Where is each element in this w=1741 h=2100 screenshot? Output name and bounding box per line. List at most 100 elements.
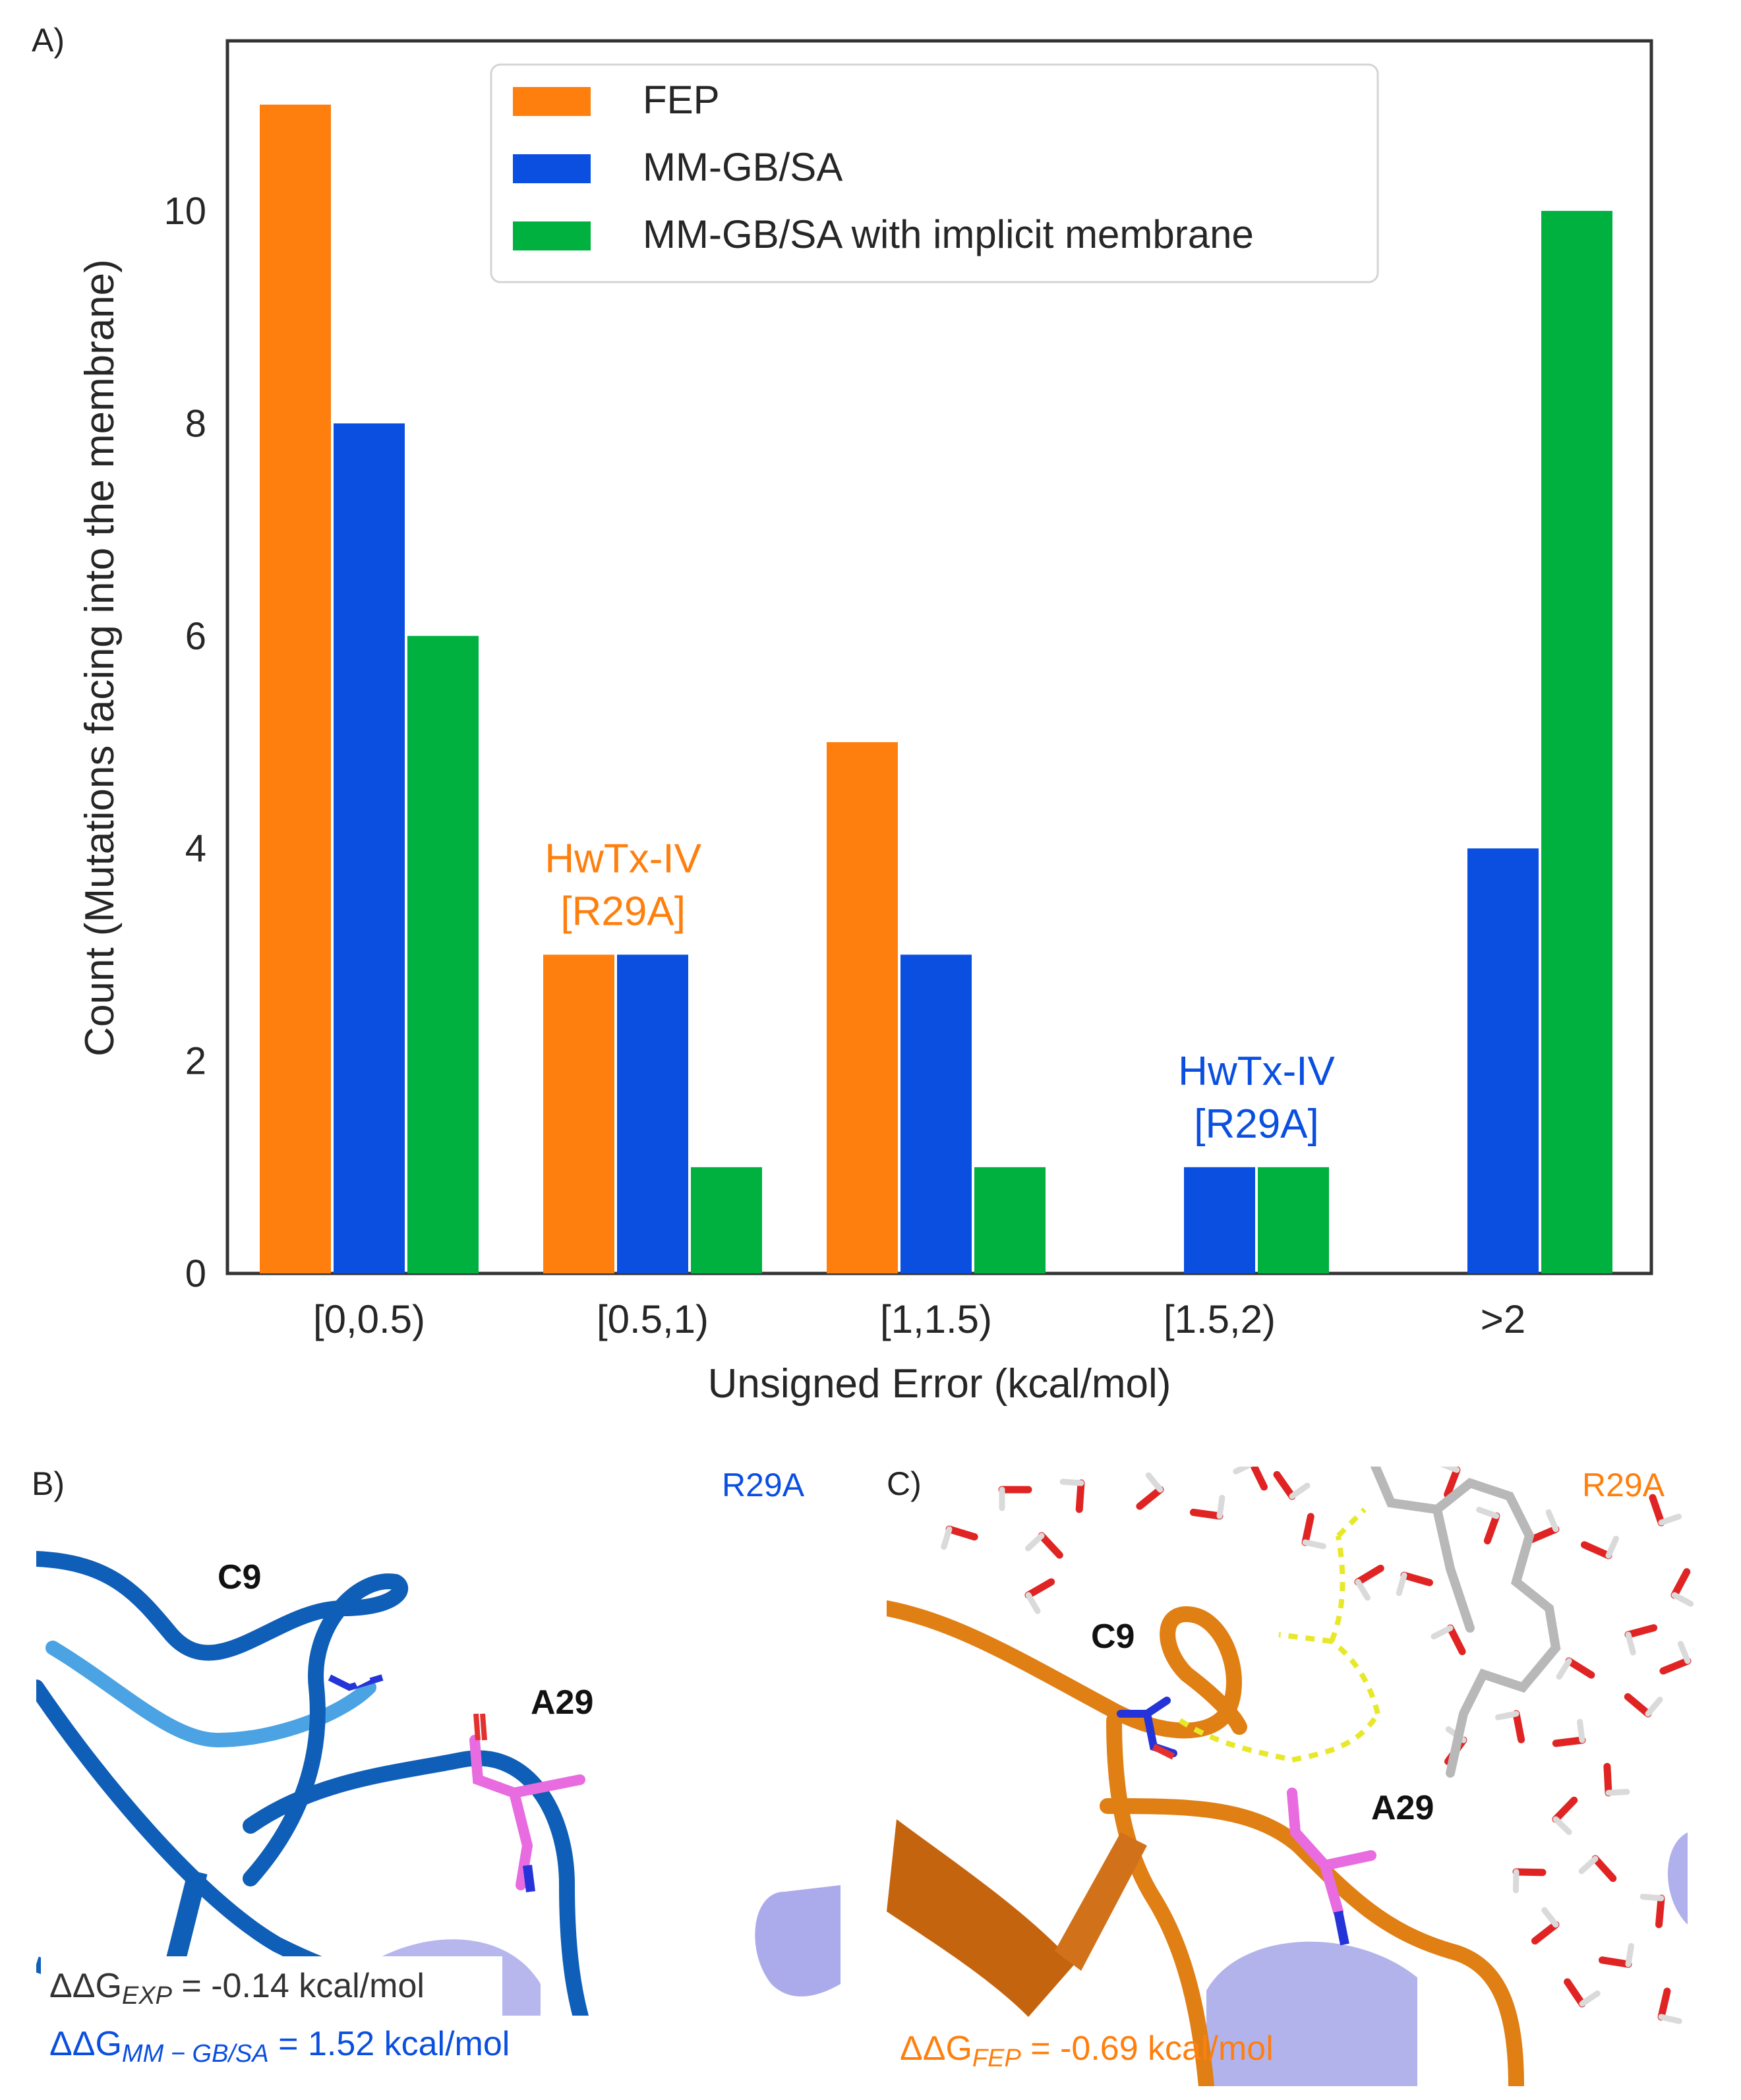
water-oxygen <box>1649 1494 1665 1527</box>
panel-b-label: B) <box>32 1465 65 1502</box>
water-hydrogen <box>1302 1539 1326 1550</box>
water-hydrogen <box>1025 1532 1045 1552</box>
hydrogen-bonds <box>1178 1507 1380 1763</box>
dg-fep-text: ΔΔGFEP = -0.69 kcal/mol <box>900 2029 1274 2072</box>
panel-c-structure: C) R29A C9 A29 ΔΔ <box>887 1465 1694 2086</box>
water-hydrogen <box>1059 1478 1084 1486</box>
water-oxygen <box>1591 1855 1617 1882</box>
bar-mm-gb-sa-with-implicit-membrane-3 <box>1258 1167 1329 1273</box>
water-oxygen <box>1038 1532 1063 1559</box>
bar-mm-gb-sa-1 <box>617 954 688 1273</box>
water-oxygen <box>1136 1486 1164 1510</box>
helix-shape <box>1668 1832 1688 1925</box>
water-oxygen <box>1659 1657 1692 1675</box>
water-hydrogen <box>1396 1572 1407 1596</box>
water-hydrogen <box>1639 1894 1665 1902</box>
legend-box <box>490 63 1379 283</box>
water-hydrogen <box>1645 1697 1663 1717</box>
water-hydrogen <box>1476 1506 1500 1519</box>
water-oxygen <box>1598 1956 1632 1968</box>
water-hydrogen <box>1552 1816 1572 1835</box>
x-tick-label: [0.5,1) <box>597 1297 709 1341</box>
dg-exp-text: ΔΔGEXP = -0.14 kcal/mol <box>49 1967 425 2010</box>
water-oxygen <box>1189 1508 1224 1520</box>
legend-swatch-fep <box>513 87 591 116</box>
water-hydrogen <box>1495 1710 1520 1720</box>
water-hydrogen <box>1658 2014 1682 2024</box>
water-hydrogen <box>1605 1535 1619 1559</box>
bar-fep-1 <box>543 954 614 1273</box>
bar-mm-gb-sa-3 <box>1184 1167 1255 1273</box>
water-oxygen <box>1250 1467 1268 1491</box>
y-tick-label: 2 <box>185 1040 206 1083</box>
water-oxygen <box>945 1525 978 1541</box>
dg-mm-text: ΔΔGMM − GB/SA = 1.52 kcal/mol <box>49 2025 510 2068</box>
helix-shape <box>1206 1941 1417 2086</box>
dg-mm-box <box>41 2016 614 2074</box>
panel-a-label: A) <box>32 22 65 59</box>
bar-mm-gb-sa-with-implicit-membrane-1 <box>691 1167 762 1273</box>
legend: FEP MM-GB/SA MM-GB/SA with implicit memb… <box>490 63 1379 283</box>
water-oxygen <box>1512 1710 1525 1743</box>
water-hydrogen <box>1216 1494 1225 1519</box>
legend-label-implicit: MM-GB/SA with implicit membrane <box>643 212 1254 256</box>
water-oxygen <box>1024 1578 1055 1599</box>
water-oxygen <box>1400 1571 1433 1587</box>
water-hydrogen <box>941 1526 953 1550</box>
bar-mm-gb-sa-with-implicit-membrane-2 <box>974 1167 1046 1273</box>
water-oxygen <box>1301 1513 1314 1546</box>
water-hydrogen <box>1355 1579 1371 1601</box>
water-oxygen <box>1552 1796 1578 1823</box>
bar-fep-2 <box>827 742 898 1273</box>
water-oxygen <box>1075 1479 1085 1513</box>
water-oxygen <box>1565 1657 1595 1679</box>
y-axis-label: Count (Mutations facing into the membran… <box>77 259 123 1057</box>
water-hydrogen <box>1671 1592 1694 1607</box>
water-hydrogen <box>1541 1907 1559 1928</box>
a29-amide <box>1334 1910 1349 1946</box>
legend-swatch-mmgbsa <box>513 154 591 183</box>
water-oxygen <box>1446 1624 1466 1656</box>
water-molecules <box>941 1467 1694 2024</box>
c9-carbonyl <box>1152 1743 1175 1760</box>
water-oxygen <box>1552 1736 1586 1747</box>
water-hydrogen <box>1578 1855 1599 1875</box>
annotation-line-2: [R29A] <box>560 889 686 934</box>
water-hydrogen <box>1605 1789 1630 1796</box>
backbone-strand <box>887 1600 1247 1739</box>
backbone-strand <box>243 1750 595 2037</box>
water-oxygen <box>1603 1763 1612 1797</box>
bar-fep-0 <box>260 104 331 1274</box>
x-axis-label: Unsigned Error (kcal/mol) <box>708 1361 1171 1407</box>
water-oxygen <box>1483 1512 1500 1545</box>
water-hydrogen <box>1579 1990 1601 2007</box>
beta-sheet <box>1055 1832 1147 1971</box>
a29-side-chain <box>469 1735 585 1890</box>
panel-c-title: R29A <box>1582 1467 1665 1503</box>
a29-carbonyl <box>473 1713 487 1741</box>
y-tick-label: 10 <box>163 190 206 233</box>
backbone-strand <box>1106 1712 1214 2086</box>
bar-mm-gb-sa-with-implicit-membrane-0 <box>407 635 479 1273</box>
bar-chart: 0 2 4 6 8 10 [0,0.5) [0.5,1) [1,1.5) [1.5,2) >2 H… <box>77 39 1653 1407</box>
helix-shape <box>755 1885 841 1997</box>
bar-mm-gb-sa-4 <box>1467 848 1539 1273</box>
backbone-strand <box>36 1551 409 1886</box>
water-hydrogen <box>1431 1625 1454 1640</box>
panel-b-residue-c9: C9 <box>218 1558 261 1596</box>
water-hydrogen <box>1625 1631 1636 1656</box>
x-tick-label: >2 <box>1481 1297 1525 1341</box>
water-hydrogen <box>1545 1509 1559 1532</box>
y-tick-label: 6 <box>185 615 206 658</box>
water-oxygen <box>1531 1921 1560 1945</box>
panel-b-title: R29A <box>722 1467 805 1503</box>
panel-c-ribbon-render <box>887 1467 1694 2086</box>
x-tick-label: [1.5,2) <box>1164 1297 1276 1341</box>
water-oxygen <box>1580 1541 1612 1560</box>
water-oxygen <box>1624 1693 1652 1718</box>
water-hydrogen <box>1678 1641 1691 1664</box>
dg-exp-box <box>41 1956 502 2016</box>
water-hydrogen <box>1577 1718 1585 1743</box>
bar-annotations: HwTx-IV [R29A] HwTx-IV [R29A] <box>545 836 1335 1146</box>
